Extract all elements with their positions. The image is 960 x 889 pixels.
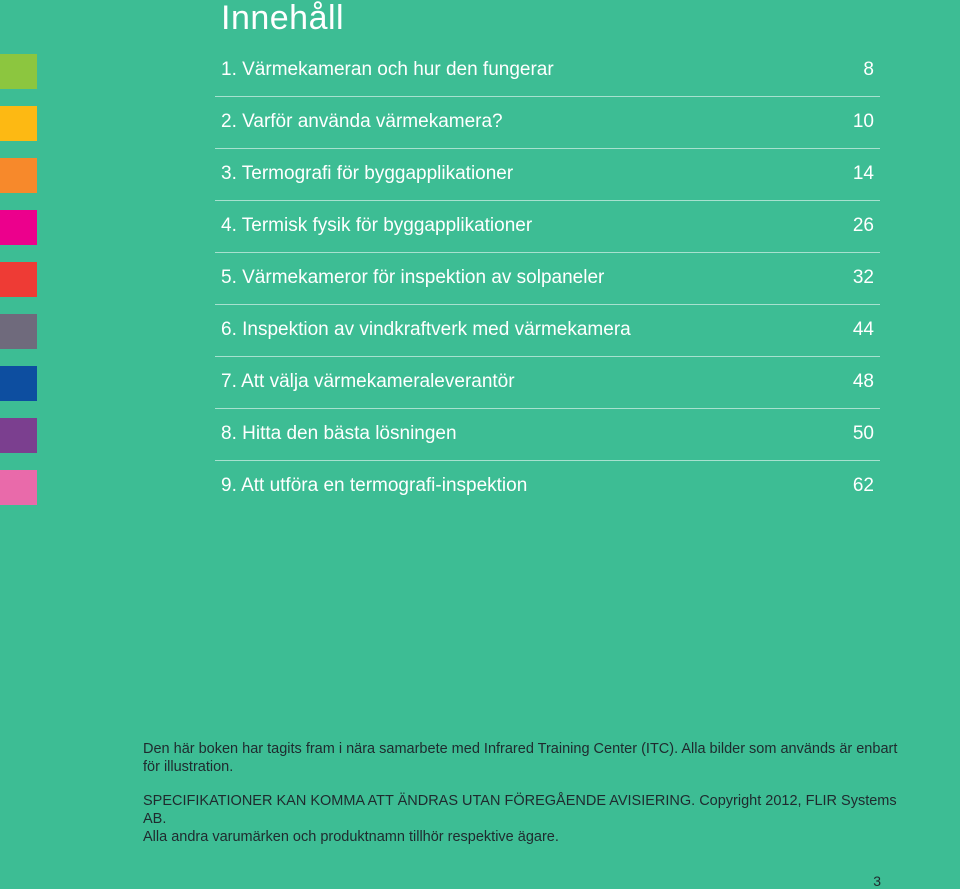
toc-page-number: 44 [852,319,874,340]
chapter-color-swatch [0,470,37,505]
toc-page-number: 10 [852,111,874,132]
toc-row[interactable]: 8. Hitta den bästa lösningen 50 [0,409,960,461]
toc-page-number: 50 [852,423,874,444]
toc-row[interactable]: 9. Att utföra en termografi-inspektion 6… [0,461,960,513]
toc-page-number: 8 [863,59,874,80]
toc-row[interactable]: 1. Värmekameran och hur den fungerar 8 [0,45,960,97]
chapter-color-swatch [0,418,37,453]
toc-row[interactable]: 3. Termografi för byggapplikationer 14 [0,149,960,201]
toc-chapter-label: 3. Termografi för byggapplikationer [221,163,514,184]
chapter-color-swatch [0,366,37,401]
chapter-color-swatch [0,158,37,193]
toc-page-number: 62 [852,475,874,496]
toc-chapter-label: 8. Hitta den bästa lösningen [221,423,457,444]
colophon-notes: Den här boken har tagits fram i nära sam… [143,740,913,846]
toc-row[interactable]: 7. Att välja värmekameraleverantör 48 [0,357,960,409]
chapter-color-swatch [0,210,37,245]
toc-page-number: 48 [852,371,874,392]
toc-page-number: 32 [852,267,874,288]
toc-divider [215,96,880,97]
toc-page-number: 14 [852,163,874,184]
toc-chapter-label: 5. Värmekameror för inspektion av solpan… [221,267,605,288]
toc-chapter-label: 7. Att välja värmekameraleverantör [221,371,515,392]
chapter-color-swatch [0,54,37,89]
toc-chapter-label: 2. Varför använda värmekamera? [221,111,503,132]
chapter-color-swatch [0,106,37,141]
toc-chapter-label: 9. Att utföra en termografi-inspektion [221,475,528,496]
toc-divider [215,252,880,253]
collaboration-note: Den här boken har tagits fram i nära sam… [143,741,898,775]
toc-row[interactable]: 4. Termisk fysik för byggapplikationer 2… [0,201,960,253]
toc-divider [215,200,880,201]
page-number: 3 [873,873,881,889]
chapter-color-swatch [0,262,37,297]
toc-chapter-label: 4. Termisk fysik för byggapplikationer [221,215,533,236]
toc-row[interactable]: 6. Inspektion av vindkraftverk med värme… [0,305,960,357]
toc-page-number: 26 [852,215,874,236]
copyright-note: SPECIFIKATIONER KAN KOMMA ATT ÄNDRAS UTA… [143,793,897,827]
trademark-note: Alla andra varumärken och produktnamn ti… [143,829,559,845]
toc-divider [215,408,880,409]
toc-row[interactable]: 2. Varför använda värmekamera? 10 [0,97,960,149]
toc-divider [215,356,880,357]
toc-divider [215,304,880,305]
toc-divider [215,148,880,149]
toc-divider [215,460,880,461]
table-of-contents: 1. Värmekameran och hur den fungerar 8 2… [0,45,960,513]
toc-chapter-label: 6. Inspektion av vindkraftverk med värme… [221,319,631,340]
chapter-color-swatch [0,314,37,349]
toc-chapter-label: 1. Värmekameran och hur den fungerar [221,59,554,80]
page-title: Innehåll [221,0,345,37]
toc-row[interactable]: 5. Värmekameror för inspektion av solpan… [0,253,960,305]
